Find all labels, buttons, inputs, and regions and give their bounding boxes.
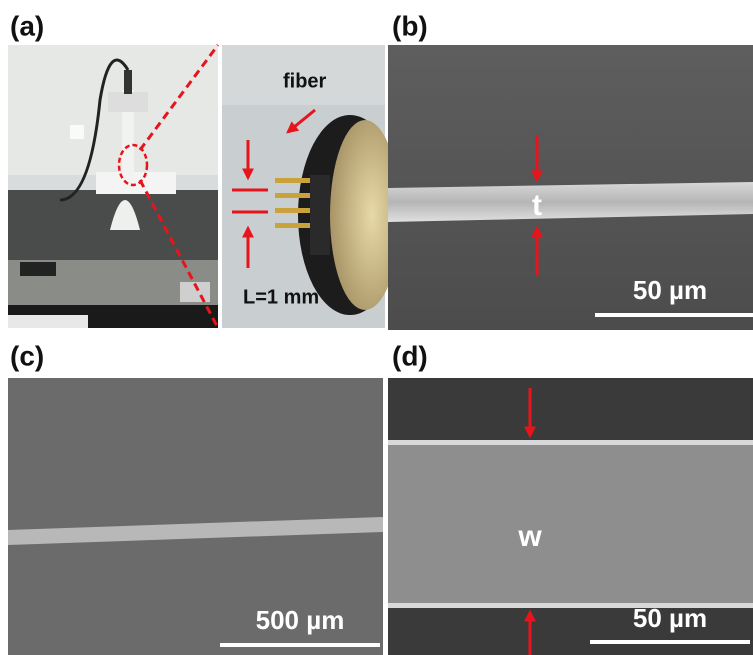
scale-bar	[595, 313, 753, 317]
scale-bar-label: 50 µm	[633, 603, 707, 633]
annotation: fiber	[283, 70, 327, 92]
photo-setup	[8, 45, 218, 328]
annotation: t	[532, 189, 542, 222]
scale-bar-label: 500 µm	[256, 605, 345, 635]
panel-label: (d)	[392, 340, 428, 371]
annotation: w	[517, 520, 542, 553]
scale-bar	[220, 643, 380, 647]
fiber-edge	[388, 440, 753, 445]
panel-label: (a)	[10, 10, 44, 41]
page: (a) (b) (c) (d) fiber L=	[0, 0, 753, 655]
panel-label: (b)	[392, 10, 428, 41]
panel-label: (c)	[10, 340, 44, 371]
figure: (a) (b) (c) (d) fiber L=	[0, 0, 753, 655]
fiber	[388, 440, 753, 608]
annotation: L=1 mm	[243, 286, 319, 308]
scale-bar	[590, 640, 750, 644]
scale-bar-label: 50 µm	[633, 275, 707, 305]
